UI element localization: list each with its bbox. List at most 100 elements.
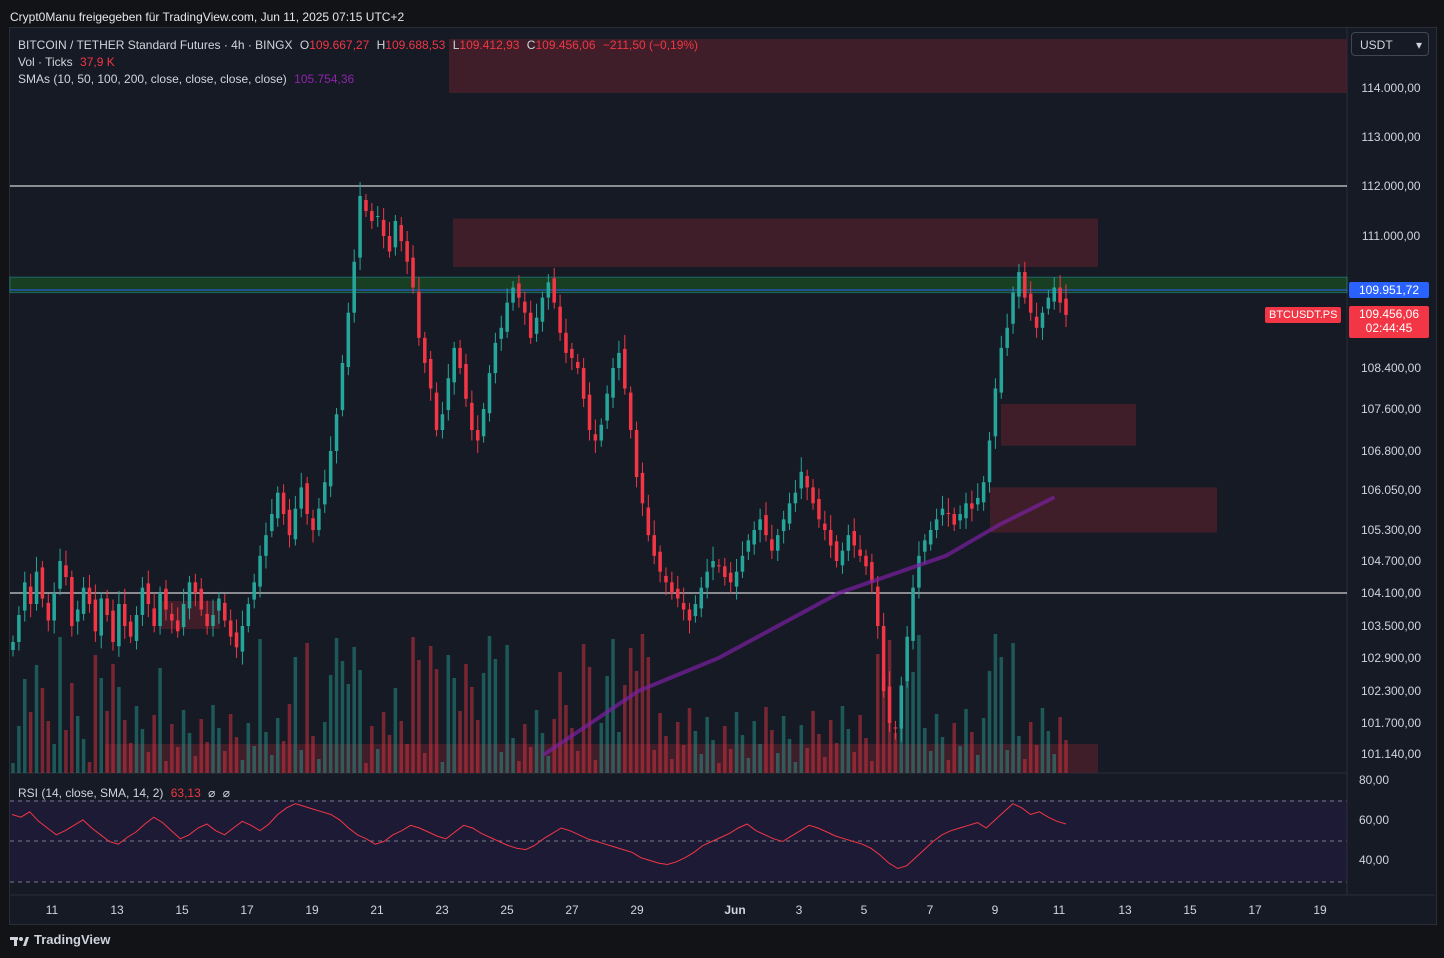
currency-button[interactable]: USDT ▾ [1351, 32, 1429, 56]
volume-bar [187, 733, 192, 773]
volume-bar [858, 715, 862, 773]
candle-body [634, 430, 639, 477]
candle-body [517, 283, 521, 298]
candle-body [234, 632, 239, 648]
volume-bar [793, 762, 798, 773]
candle-body [34, 571, 39, 604]
candle-body [711, 561, 715, 568]
volume-bar [134, 706, 139, 773]
volume-bar [28, 712, 33, 773]
volume-bar [752, 721, 756, 773]
candle-body [952, 514, 956, 525]
rsi-na-2: ⌀ [222, 786, 230, 800]
candle-body [46, 602, 51, 621]
volume-bar [46, 721, 51, 773]
candle-body [905, 636, 909, 682]
candle-body [205, 613, 209, 626]
volume-bar [346, 684, 351, 773]
volume-bar [787, 739, 792, 773]
candle-body [993, 388, 998, 437]
candle-body [593, 434, 598, 441]
volume-bar [723, 726, 727, 773]
volume-bar [634, 671, 639, 773]
candle-body [799, 471, 804, 489]
volume-bar [799, 725, 804, 773]
candle-body [70, 577, 74, 626]
volume-bar [364, 763, 368, 773]
candle-body [605, 393, 609, 421]
volume-bar [475, 720, 480, 773]
volume-bar [1023, 759, 1027, 773]
candle-body [311, 518, 315, 530]
volume-bar [1005, 750, 1009, 773]
candle-body [440, 414, 445, 430]
volume-bar [570, 728, 574, 773]
candle-body [175, 620, 180, 632]
candle-body [628, 392, 633, 430]
date-axis-label: 17 [240, 903, 254, 917]
volume-bar [640, 634, 645, 773]
volume-bar [128, 743, 133, 773]
volume-bar [817, 734, 821, 773]
candle-body [264, 535, 268, 556]
volume-bar [140, 729, 145, 773]
candle-body [352, 261, 356, 313]
volume-bar [952, 723, 956, 773]
footer-brand[interactable]: TradingView [10, 932, 110, 947]
candle-body [646, 507, 651, 536]
rsi-axis-label: 40,00 [1359, 853, 1389, 867]
volume-bar [152, 715, 156, 773]
legend-high: 109.688,53 [385, 38, 446, 52]
candle-body [246, 604, 251, 626]
date-axis-label: Jun [724, 903, 745, 917]
candle-body [399, 225, 404, 242]
price-axis-label: 105.300,00 [1361, 523, 1421, 537]
date-axis-label: 13 [1118, 903, 1132, 917]
candle-body [99, 598, 104, 636]
volume-bar [40, 688, 45, 773]
volume-label: Vol · Ticks [18, 55, 73, 69]
candle-body [658, 551, 662, 572]
volume-bar [881, 677, 886, 773]
candle-body [675, 588, 680, 599]
candle-body [987, 440, 992, 483]
candle-body [693, 604, 698, 617]
price-axis-label: 104.700,00 [1361, 554, 1421, 568]
candle-body [793, 492, 798, 504]
volume-bar [675, 722, 680, 773]
candle-body [699, 587, 704, 609]
price-axis-label: 107.600,00 [1361, 402, 1421, 416]
volume-bar [840, 706, 845, 773]
volume-bar [758, 744, 762, 773]
date-axis-label: 25 [500, 903, 514, 917]
candle-body [481, 409, 486, 437]
volume-bar [646, 657, 651, 773]
candle-body [534, 317, 539, 334]
volume-bar [352, 647, 356, 773]
volume-bar [940, 737, 945, 773]
volume-bar [1017, 736, 1021, 773]
sma-label: SMAs (10, 50, 100, 200, close, close, cl… [18, 72, 287, 86]
last-price-tag: 109.456,06 02:44:45 [1349, 306, 1429, 338]
volume-bar [970, 732, 974, 773]
candle-body [1005, 327, 1009, 348]
price-axis-label: 113.000,00 [1361, 130, 1420, 144]
volume-bar [228, 714, 233, 773]
volume-bar [864, 738, 868, 773]
candle-body [875, 586, 880, 626]
price-axis-label: 102.300,00 [1361, 684, 1421, 698]
legend-symbol: BITCOIN / TETHER Standard Futures · 4h ·… [18, 38, 293, 52]
candle-body [746, 540, 751, 552]
volume-bar [428, 646, 433, 773]
volume-bar [1052, 754, 1056, 773]
sma-value: 105.754,36 [294, 72, 355, 86]
candle-body [240, 626, 245, 652]
legend-change: −211,50 (−0,19%) [602, 38, 699, 52]
candle-body [564, 332, 568, 353]
price-axis-label: 103.500,00 [1361, 619, 1421, 633]
date-axis-label: 15 [1183, 903, 1197, 917]
date-axis-label: 9 [992, 903, 999, 917]
volume-bar [211, 705, 215, 773]
candle-body [923, 540, 927, 552]
